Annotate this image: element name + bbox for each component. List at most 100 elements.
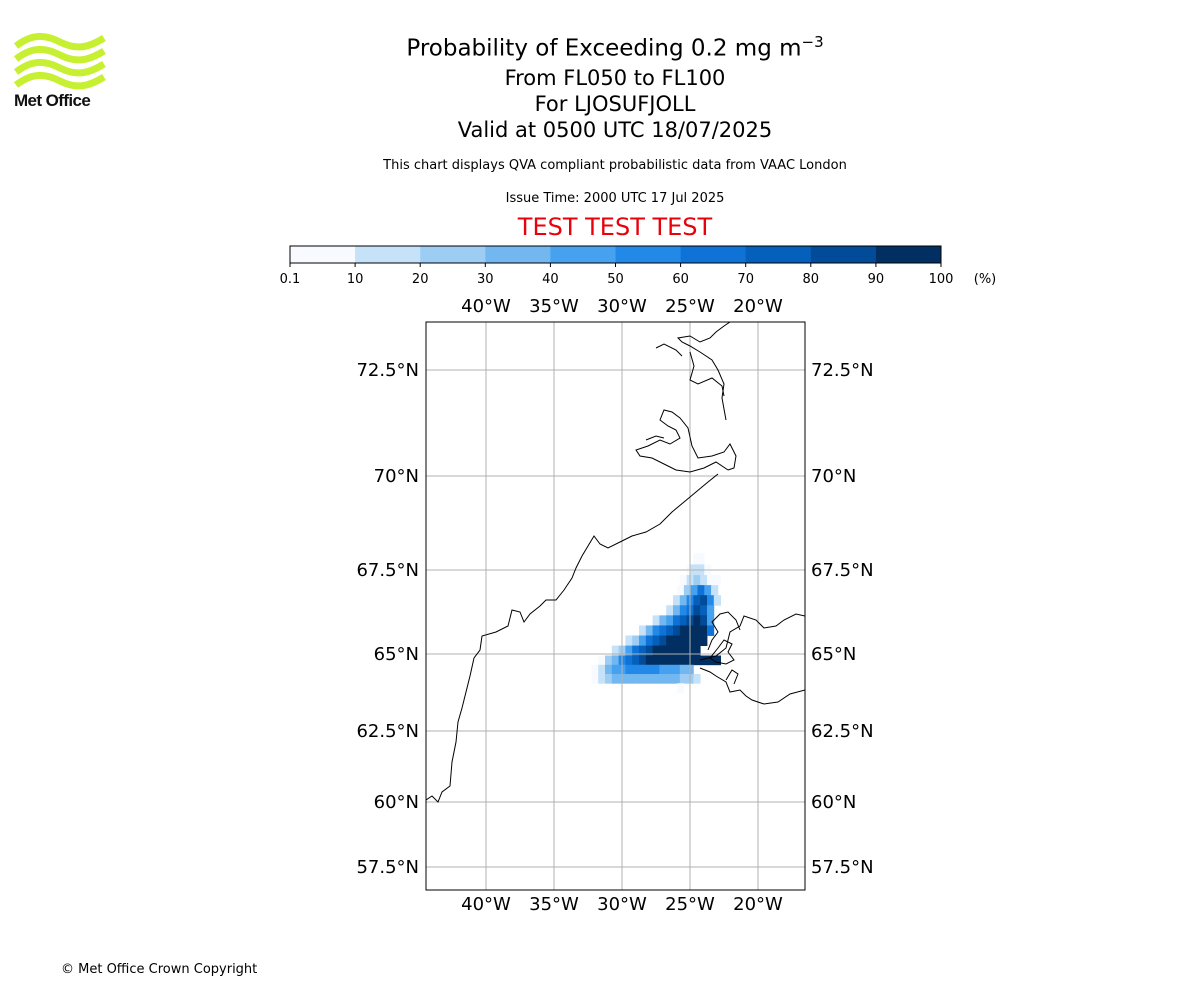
plume-cell <box>707 615 715 626</box>
lat-label-left: 65°N <box>374 644 419 665</box>
plume-cell <box>666 655 674 666</box>
colorbar-unit: (%) <box>974 272 997 287</box>
plume-cell <box>700 605 708 616</box>
plume-cell <box>659 625 667 636</box>
plume-cell <box>697 585 705 596</box>
colorbar-segment <box>550 246 616 263</box>
colorbar-tick-label: 10 <box>347 272 364 287</box>
plume-cell <box>645 645 653 656</box>
plume-cell <box>652 655 660 666</box>
plume-cell <box>679 664 687 675</box>
colorbar-tick-label: 80 <box>803 272 820 287</box>
lon-label-bottom: 20°W <box>733 894 783 915</box>
plume-cell <box>652 645 660 656</box>
plume-cell <box>611 655 619 666</box>
colorbar-tick-label: 0.1 <box>280 272 301 287</box>
plume-cell <box>625 664 633 675</box>
plume-cell <box>632 635 640 646</box>
colorbar-segment <box>420 246 486 263</box>
plume-cell <box>707 575 715 586</box>
lat-label-left: 72.5°N <box>356 360 419 381</box>
plume-cell <box>713 595 721 606</box>
plume-cell <box>625 655 633 666</box>
lat-label-right: 67.5°N <box>811 560 874 581</box>
logo-wave <box>14 46 106 64</box>
plume-cell <box>693 615 701 626</box>
map-gridlines <box>426 322 805 890</box>
lat-label-left: 57.5°N <box>356 857 419 878</box>
coastline-segment <box>689 351 725 397</box>
plume-cell <box>679 655 687 666</box>
plume-cell <box>659 674 667 684</box>
colorbar-segment <box>485 246 551 263</box>
plume-cell <box>679 625 687 636</box>
plume-cell <box>679 605 687 616</box>
plume-cell <box>693 605 701 616</box>
plume-cell <box>645 664 653 675</box>
plume-cell <box>677 683 685 693</box>
lat-label-right: 70°N <box>811 466 856 487</box>
plume-cell <box>659 655 667 666</box>
coastline-segment <box>635 409 737 473</box>
plume-cell <box>713 655 721 666</box>
plume-cell <box>683 585 692 596</box>
plume-cell <box>645 655 653 666</box>
plume-cell <box>673 595 681 606</box>
plume-cell <box>666 635 674 646</box>
test-banner: TEST TEST TEST <box>517 213 713 241</box>
lat-label-left: 67.5°N <box>356 560 419 581</box>
plume-cell <box>598 655 606 666</box>
plume-cell <box>693 595 701 606</box>
plume-cell <box>673 625 681 636</box>
lon-label-bottom: 35°W <box>529 894 579 915</box>
colorbar-tick-label: 50 <box>607 272 624 287</box>
plume-cell <box>632 655 640 666</box>
title-exponent: −3 <box>801 33 824 51</box>
plume-cell <box>713 575 721 586</box>
plume-cell <box>652 625 660 636</box>
lon-label-top: 35°W <box>529 296 579 317</box>
plume-cell <box>679 595 687 606</box>
plume-cell <box>611 664 619 675</box>
lon-label-top: 40°W <box>461 296 511 317</box>
logo-wave <box>14 72 106 90</box>
plume-cell <box>693 655 701 666</box>
plume-cell <box>666 625 674 636</box>
plume-cell <box>645 635 653 646</box>
logo-wave <box>14 59 106 77</box>
coastline-segment <box>645 435 665 441</box>
lat-label-right: 62.5°N <box>811 721 874 742</box>
coastline-segment <box>707 611 741 651</box>
plume-cell <box>632 674 640 684</box>
copyright-notice: © Met Office Crown Copyright <box>61 962 258 977</box>
title-line-1: Probability of Exceeding 0.2 mg m−3 <box>406 33 824 62</box>
colorbar-tick-label: 90 <box>868 272 885 287</box>
lat-label-left: 70°N <box>374 466 419 487</box>
plume-cell <box>625 674 633 684</box>
colorbar-segment <box>290 246 356 263</box>
plume-cell <box>645 674 653 684</box>
plume-cell <box>645 625 653 636</box>
lon-label-top: 30°W <box>597 296 647 317</box>
plume-cell <box>639 635 647 646</box>
plume-cell <box>673 645 681 656</box>
plume-cell <box>666 605 674 616</box>
plume-cell <box>673 664 681 675</box>
plume-cell <box>693 674 701 684</box>
plume-cell <box>659 635 667 646</box>
plume-cell <box>673 674 681 684</box>
plume-cell <box>639 645 647 656</box>
lon-label-bottom: 30°W <box>597 894 647 915</box>
plume-cell <box>711 585 719 596</box>
lat-label-right: 60°N <box>811 792 856 813</box>
plume-cell <box>652 674 660 684</box>
plume-cell <box>591 664 599 675</box>
title-line-3: For LJOSUFJOLL <box>534 91 696 116</box>
plume-cell <box>605 655 613 666</box>
plume-cell <box>700 595 708 606</box>
plume-cell <box>666 615 674 626</box>
plume-cell <box>673 635 681 646</box>
plume-cell <box>690 585 698 596</box>
plume-cell <box>598 674 606 684</box>
title-line-4: Valid at 0500 UTC 18/07/2025 <box>457 117 773 142</box>
